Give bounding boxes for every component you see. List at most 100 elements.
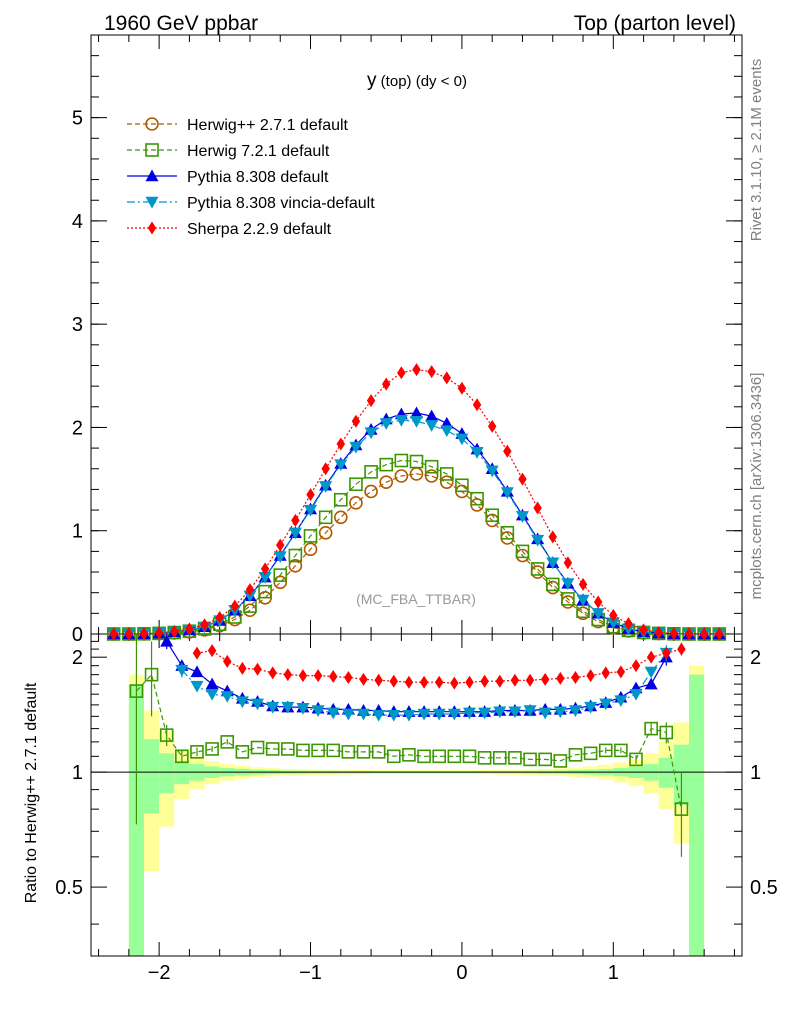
data-point-herwig7 xyxy=(258,584,272,599)
ratio-point-sherpa xyxy=(374,673,383,687)
data-point-sherpa xyxy=(351,414,361,428)
ratio-point-herwig7 xyxy=(190,745,204,759)
legend-label-pythia: Pythia 8.308 default xyxy=(187,169,329,186)
ratio-line-herwig7 xyxy=(135,673,682,810)
ratio-point-herwig7 xyxy=(250,740,265,755)
data-point-herwig7 xyxy=(364,465,378,479)
ratio-point-vincia xyxy=(251,698,265,711)
ratio-point-pythia xyxy=(190,665,204,678)
data-point-herwig7 xyxy=(439,467,454,481)
data-point-sherpa xyxy=(654,625,663,639)
ratio-point-herwig7 xyxy=(447,749,462,764)
ratio-point-herwig7 xyxy=(432,749,447,764)
y-tick-label-right: 0.5 xyxy=(750,877,778,899)
data-point-sherpa xyxy=(684,627,694,641)
data-point-sherpa xyxy=(593,595,603,609)
legend-label-herwig7: Herwig 7.2.1 default xyxy=(187,143,330,160)
ratio-point-vincia xyxy=(508,706,522,719)
ratio-point-herwig7 xyxy=(129,684,144,698)
legend-marker-vincia xyxy=(145,196,159,209)
y-tick-label: 2 xyxy=(72,417,83,439)
y-tick-label: 5 xyxy=(72,108,83,130)
ratio-point-vincia xyxy=(266,701,280,714)
ratio-point-vincia xyxy=(432,708,446,721)
x-tick-label: 1 xyxy=(608,962,619,984)
ratio-plot-axes: 0.5 0.5 1 1 2 2 −2 −1 0 1 xyxy=(55,633,778,984)
energy-label: 1960 GeV ppbar xyxy=(104,12,258,35)
data-point-sherpa xyxy=(563,556,573,570)
data-point-sherpa xyxy=(321,462,330,476)
ratio-point-sherpa xyxy=(313,669,323,683)
ratio-point-sherpa xyxy=(268,666,277,680)
y-tick-label: 1 xyxy=(72,521,83,543)
data-point-sherpa xyxy=(109,627,118,641)
ratio-point-sherpa xyxy=(510,673,520,687)
data-point-herwig7 xyxy=(545,577,560,592)
ratio-point-vincia xyxy=(614,695,628,708)
ratio-point-herwig7 xyxy=(674,802,689,816)
data-point-herwig_pp xyxy=(288,559,303,573)
ratio-point-herwig7 xyxy=(629,752,643,767)
ratio-point-herwig7 xyxy=(220,735,235,749)
ratio-point-vincia xyxy=(357,708,371,721)
data-point-sherpa xyxy=(276,538,285,552)
data-point-vincia xyxy=(425,420,439,432)
ratio-point-vincia xyxy=(326,707,340,720)
ratio-point-vincia xyxy=(523,705,537,718)
data-point-herwig7 xyxy=(394,453,409,468)
data-point-herwig7 xyxy=(455,478,469,493)
data-point-herwig7 xyxy=(379,457,394,472)
ratio-point-sherpa xyxy=(404,675,414,689)
ratio-point-herwig7 xyxy=(492,751,507,765)
data-point-vincia xyxy=(379,418,393,430)
data-point-herwig_pp xyxy=(424,469,439,483)
data-point-sherpa xyxy=(139,627,149,641)
ratio-point-sherpa xyxy=(525,673,535,687)
data-point-sherpa xyxy=(245,583,255,597)
data-point-herwig7 xyxy=(500,525,515,540)
data-point-sherpa xyxy=(154,626,164,640)
ratio-point-herwig7 xyxy=(235,745,250,759)
ratio-point-sherpa xyxy=(329,670,338,684)
ratio-point-sherpa xyxy=(465,675,474,689)
ratio-point-vincia xyxy=(553,706,567,719)
data-point-sherpa xyxy=(442,371,452,385)
legend: Herwig++ 2.7.1 default Herwig 7.2.1 defau… xyxy=(127,117,375,238)
ratio-series-vincia xyxy=(175,645,673,722)
data-point-sherpa xyxy=(397,366,406,380)
ratio-point-herwig7 xyxy=(508,751,522,765)
ratio-point-sherpa xyxy=(283,668,293,682)
data-point-vincia xyxy=(258,571,272,584)
data-point-vincia xyxy=(470,447,484,459)
data-point-sherpa xyxy=(533,501,542,515)
ratio-point-sherpa xyxy=(389,674,399,688)
green-band-bin xyxy=(689,674,705,956)
data-point-herwig7 xyxy=(334,492,348,507)
ratio-point-vincia xyxy=(235,696,249,709)
data-point-sherpa xyxy=(548,530,557,544)
ratio-point-sherpa xyxy=(601,666,610,680)
x-tick-label: 0 xyxy=(456,962,467,984)
data-point-vincia xyxy=(334,459,348,472)
series-line-herwig7 xyxy=(113,459,720,635)
y-tick-label: 0.5 xyxy=(55,877,83,899)
watermark-label: (MC_FBA_TTBAR) xyxy=(356,591,476,607)
data-point-herwig_pp xyxy=(379,475,394,489)
legend-marker-herwig7 xyxy=(145,143,159,157)
ratio-series-herwig7 xyxy=(129,634,689,857)
legend-marker-pythia xyxy=(145,169,159,182)
data-point-vincia xyxy=(319,481,333,493)
ratio-point-herwig7 xyxy=(583,746,598,761)
y-tick-label: 2 xyxy=(72,647,83,669)
ratio-point-herwig7 xyxy=(553,754,568,768)
data-point-pythia xyxy=(425,409,439,422)
green-band-bin xyxy=(658,757,674,788)
ratio-point-vincia xyxy=(372,709,386,722)
ratio-point-vincia xyxy=(478,707,492,720)
legend-marker-herwig_pp xyxy=(145,117,159,131)
x-tick-label: −1 xyxy=(299,962,322,984)
data-point-sherpa xyxy=(170,624,179,638)
data-point-sherpa xyxy=(715,627,724,641)
series-herwig7 xyxy=(106,453,727,641)
data-point-vincia xyxy=(364,427,378,440)
